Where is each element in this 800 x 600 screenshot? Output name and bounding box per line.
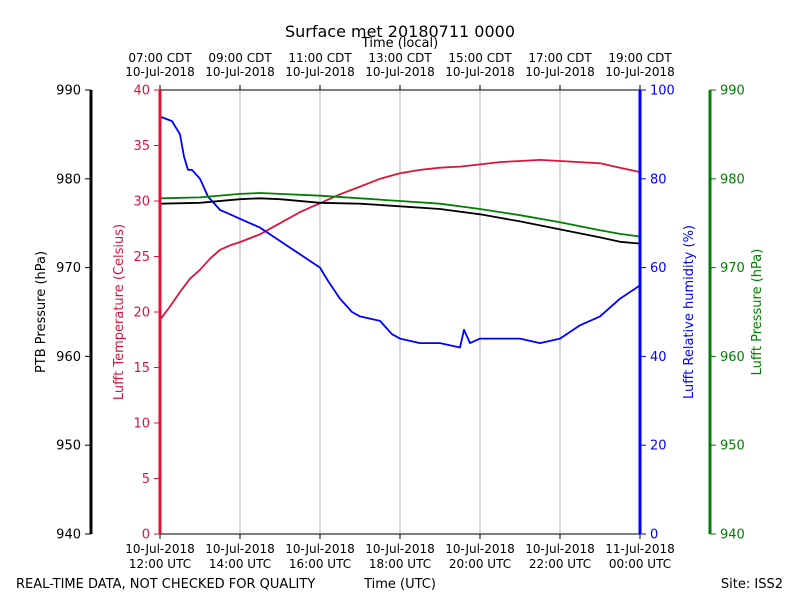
y-tick-label: 20 — [133, 306, 150, 321]
x-tick-time: 00:00 UTC — [609, 557, 671, 571]
x-tick-time: 18:00 UTC — [369, 557, 431, 571]
y-tick-label: 40 — [133, 84, 150, 99]
y-tick-label: 980 — [56, 172, 81, 187]
x-tick-date: 10-Jul-2018 — [445, 542, 515, 556]
y-tick-label: 960 — [56, 350, 81, 365]
x-tick-date: 10-Jul-2018 — [285, 542, 355, 556]
x-tick-time: 16:00 UTC — [289, 557, 351, 571]
y-tick-label: 990 — [720, 84, 745, 99]
top-tick-time: 09:00 CDT — [208, 51, 272, 65]
top-tick-time: 07:00 CDT — [128, 51, 192, 65]
top-axis-label: Time (local) — [361, 36, 438, 51]
y-tick-label: 100 — [650, 84, 675, 99]
series-line-temperature — [159, 158, 641, 321]
chart-title: Surface met 20180711 0000 — [285, 22, 515, 41]
series-line-ptb-pressure — [159, 197, 641, 245]
y-tick-label: 960 — [720, 350, 745, 365]
top-tick-date: 10-Jul-2018 — [125, 65, 195, 79]
site-label: Site: ISS2 — [721, 577, 783, 592]
series-lines — [159, 115, 641, 349]
y-tick-label: 0 — [650, 528, 658, 543]
y-tick-label: 40 — [650, 350, 667, 365]
y-tick-label: 10 — [133, 417, 150, 432]
y-tick-label: 5 — [142, 472, 150, 487]
top-tick-date: 10-Jul-2018 — [605, 65, 675, 79]
y-axis-label-humidity: Lufft Relative humidity (%) — [682, 225, 697, 399]
x-tick-time: 20:00 UTC — [449, 557, 511, 571]
y-tick-label: 970 — [56, 261, 81, 276]
top-tick-date: 10-Jul-2018 — [525, 65, 595, 79]
y-tick-label: 950 — [56, 439, 81, 454]
top-tick-date: 10-Jul-2018 — [445, 65, 515, 79]
y-tick-label: 35 — [133, 139, 150, 154]
y-tick-label: 0 — [142, 528, 150, 543]
y-tick-label: 990 — [56, 84, 81, 99]
y-tick-label: 80 — [650, 172, 667, 187]
y-axis-label-temperature: Lufft Temperature (Celsius) — [112, 224, 127, 400]
top-tick-date: 10-Jul-2018 — [365, 65, 435, 79]
top-tick-date: 10-Jul-2018 — [285, 65, 355, 79]
footer-disclaimer: REAL-TIME DATA, NOT CHECKED FOR QUALITY — [16, 577, 315, 592]
grid — [239, 90, 561, 534]
top-tick-date: 10-Jul-2018 — [205, 65, 275, 79]
y-tick-label: 20 — [650, 439, 667, 454]
y-tick-label: 970 — [720, 261, 745, 276]
y-tick-label: 980 — [720, 172, 745, 187]
top-tick-time: 17:00 CDT — [528, 51, 592, 65]
y-tick-label: 940 — [56, 528, 81, 543]
top-tick-time: 15:00 CDT — [448, 51, 512, 65]
x-tick-date: 10-Jul-2018 — [205, 542, 275, 556]
series-line-lufft-pressure — [159, 192, 641, 238]
top-tick-time: 19:00 CDT — [608, 51, 672, 65]
x-tick-date: 11-Jul-2018 — [605, 542, 675, 556]
y-tick-label: 940 — [720, 528, 745, 543]
x-axis-label: Time (UTC) — [363, 577, 436, 592]
y-tick-label: 25 — [133, 250, 150, 265]
x-tick-time: 14:00 UTC — [209, 557, 271, 571]
x-tick-date: 10-Jul-2018 — [365, 542, 435, 556]
y-tick-label: 15 — [133, 361, 150, 376]
x-tick-date: 10-Jul-2018 — [125, 542, 195, 556]
x-tick-date: 10-Jul-2018 — [525, 542, 595, 556]
y-axis-label-ptb-pressure: PTB Pressure (hPa) — [34, 251, 49, 373]
y-axis-label-lufft-pressure: Lufft Pressure (hPa) — [750, 249, 765, 376]
y-tick-label: 60 — [650, 261, 667, 276]
y-tick-label: 950 — [720, 439, 745, 454]
y-tick-label: 30 — [133, 195, 150, 210]
x-tick-time: 12:00 UTC — [129, 557, 191, 571]
top-tick-time: 11:00 CDT — [288, 51, 352, 65]
series-line-humidity — [159, 115, 641, 349]
x-tick-time: 22:00 UTC — [529, 557, 591, 571]
top-tick-time: 13:00 CDT — [368, 51, 432, 65]
